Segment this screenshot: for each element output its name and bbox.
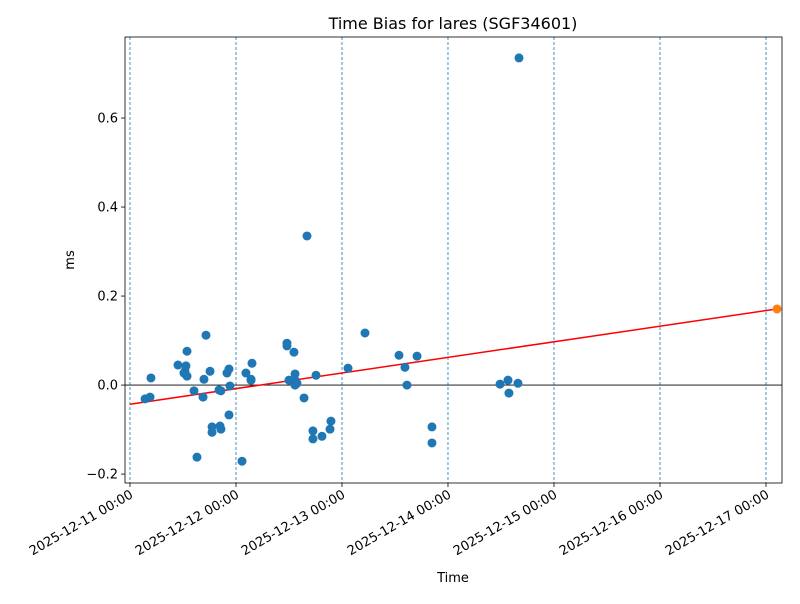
data-point: [326, 416, 336, 426]
data-point: [317, 431, 327, 441]
data-point: [216, 424, 226, 434]
data-point: [360, 328, 370, 338]
data-point: [224, 364, 234, 374]
x-tick-label: 2025-12-11 00:00: [27, 487, 136, 559]
y-tick-label: 0.2: [97, 290, 118, 305]
data-point: [299, 393, 309, 403]
data-point: [225, 381, 235, 391]
data-point: [192, 452, 202, 462]
data-point: [311, 370, 321, 380]
data-point: [224, 410, 234, 420]
data-point: [207, 427, 217, 437]
data-point: [308, 426, 318, 436]
data-point: [308, 434, 318, 444]
data-point: [495, 379, 505, 389]
data-point: [427, 422, 437, 432]
data-point: [145, 392, 155, 402]
data-point: [146, 373, 156, 383]
data-point: [513, 378, 523, 388]
data-point: [427, 438, 437, 448]
data-point: [199, 374, 209, 384]
x-tick-label: 2025-12-17 00:00: [663, 487, 772, 559]
x-tick-label: 2025-12-12 00:00: [133, 487, 242, 559]
data-point: [394, 350, 404, 360]
x-tick-label: 2025-12-15 00:00: [451, 487, 560, 559]
data-point: [343, 363, 353, 373]
data-point: [205, 366, 215, 376]
y-tick-label: 0.6: [97, 112, 118, 127]
data-point: [503, 375, 513, 385]
data-point: [181, 361, 191, 371]
data-point: [246, 374, 256, 384]
data-point: [173, 360, 183, 370]
fit-line: [129, 308, 778, 405]
data-point: [504, 388, 514, 398]
data-point: [402, 380, 412, 390]
data-point: [241, 368, 251, 378]
data-point: [216, 386, 226, 396]
x-tick-label: 2025-12-16 00:00: [557, 487, 666, 559]
data-point: [514, 53, 524, 63]
axes-frame: [124, 36, 783, 484]
y-axis-label: ms: [63, 250, 78, 270]
data-point: [182, 371, 192, 381]
y-tick-label: −0.2: [86, 468, 118, 483]
data-point: [198, 392, 208, 402]
data-point: [201, 330, 211, 340]
chart-title: Time Bias for lares (SGF34601): [328, 14, 578, 33]
x-tick-label: 2025-12-14 00:00: [345, 487, 454, 559]
x-axis-label: Time: [436, 571, 469, 586]
data-point: [289, 347, 299, 357]
data-point: [292, 378, 302, 388]
data-point: [182, 346, 192, 356]
data-point: [302, 231, 312, 241]
data-point: [247, 358, 257, 368]
data-point: [282, 341, 292, 351]
data-point: [400, 362, 410, 372]
data-point: [237, 456, 247, 466]
x-tick-label: 2025-12-13 00:00: [239, 487, 348, 559]
data-point: [290, 369, 300, 379]
y-tick-label: 0.0: [97, 379, 118, 394]
data-point: [189, 386, 199, 396]
prediction-point: [772, 304, 782, 314]
data-point: [325, 424, 335, 434]
data-point: [412, 351, 422, 361]
y-tick-label: 0.4: [97, 201, 118, 216]
